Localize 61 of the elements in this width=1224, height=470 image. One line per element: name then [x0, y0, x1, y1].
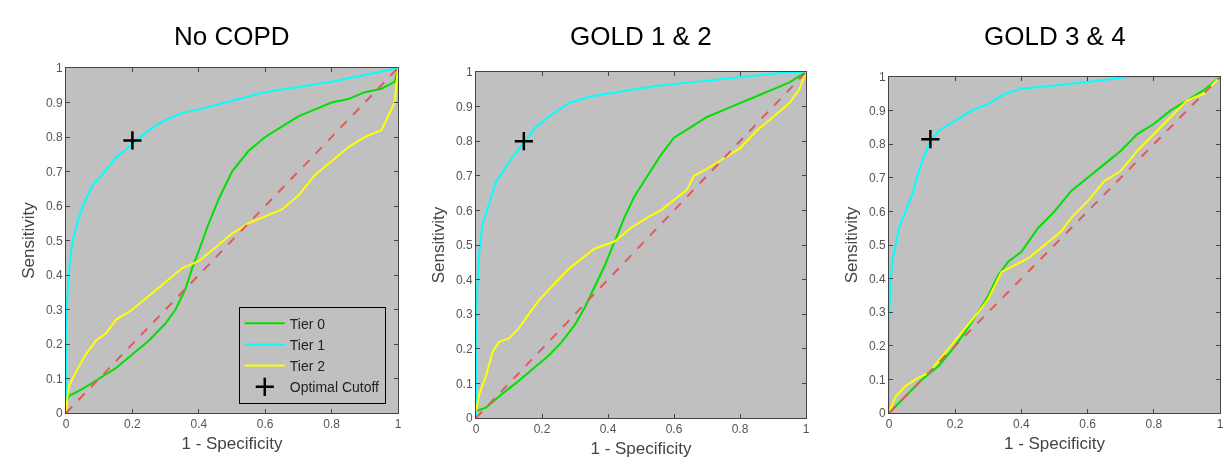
x-tick-label: 0.4 [1013, 417, 1031, 432]
x-tick-label: 0.2 [533, 422, 551, 437]
x-tick-label: 0.2 [124, 417, 142, 432]
x-axis-title: 1 - Specificity [181, 433, 284, 453]
y-tick-label: 0.2 [45, 337, 63, 352]
x-tick-label: 0.6 [665, 422, 683, 437]
y-tick-label: 1 [55, 61, 63, 76]
y-tick-label: 0.2 [455, 342, 473, 356]
y-tick-label: 0.8 [868, 137, 886, 152]
y-tick-label: 0.9 [455, 99, 473, 114]
y-axis-title: Sensitivity [429, 206, 449, 284]
y-tick-label: 0.2 [868, 339, 886, 353]
y-tick-label: 0.8 [45, 130, 63, 145]
x-tick-label: 0.8 [1145, 417, 1163, 432]
y-axis-title: Sensitivity [842, 206, 862, 284]
chart-title: GOLD 3 & 4 [984, 21, 1126, 51]
y-tick-label: 0.1 [868, 372, 886, 387]
x-tick-label: 0.8 [731, 422, 749, 437]
y-tick-label: 1 [878, 70, 886, 85]
x-tick-label: 0.4 [599, 422, 617, 437]
y-tick-label: 0.9 [45, 95, 63, 110]
y-tick-label: 0.4 [868, 271, 886, 286]
y-tick-label: 0.4 [45, 268, 63, 283]
chart-title: GOLD 1 & 2 [570, 21, 712, 51]
y-tick-label: 0.6 [455, 203, 473, 218]
y-tick-label: 0.1 [45, 371, 63, 386]
line-series [889, 77, 1220, 413]
x-tick-label: 0.6 [1079, 417, 1097, 432]
x-tick-label: 0.8 [323, 417, 341, 432]
y-tick-label: 0.9 [868, 103, 886, 118]
y-tick-label: 0.7 [45, 164, 63, 179]
y-tick-label: 0.5 [45, 233, 63, 248]
x-tick-label: 1 [1216, 417, 1224, 432]
x-tick-label: 1 [802, 422, 810, 437]
y-tick-label: 0.8 [455, 134, 473, 149]
x-tick-label: 1 [394, 417, 402, 432]
x-tick-label: 0.2 [946, 417, 964, 432]
y-tick-label: 0.6 [868, 204, 886, 219]
x-tick-label: 0.6 [256, 417, 274, 432]
y-tick-label: 0.3 [455, 307, 473, 322]
x-axis-title: 1 - Specificity [590, 438, 693, 458]
legend-label: Tier 0 [289, 315, 326, 332]
y-tick-label: 0.6 [45, 199, 63, 214]
y-tick-label: 0.7 [868, 171, 886, 185]
y-tick-label: 0.1 [455, 376, 473, 391]
x-tick-label: 0.4 [190, 417, 208, 432]
chart-title: No COPD [174, 21, 290, 51]
y-tick-label: 0.5 [868, 238, 886, 253]
legend-label: Tier 2 [289, 358, 326, 375]
y-axis-title: Sensitivity [19, 201, 39, 279]
y-tick-label: 1 [465, 65, 473, 80]
y-tick-label: 0.4 [455, 272, 473, 287]
x-axis-title: 1 - Specificity [1003, 433, 1106, 453]
y-tick-label: 0.5 [455, 238, 473, 253]
y-tick-label: 0.7 [455, 169, 473, 183]
legend-label: Tier 1 [289, 336, 326, 353]
y-tick-label: 0 [55, 406, 63, 421]
y-tick-label: 0.3 [868, 305, 886, 320]
y-tick-label: 0 [878, 406, 886, 421]
legend-label: Optimal Cutoff [289, 379, 380, 396]
y-tick-label: 0.3 [45, 302, 63, 317]
